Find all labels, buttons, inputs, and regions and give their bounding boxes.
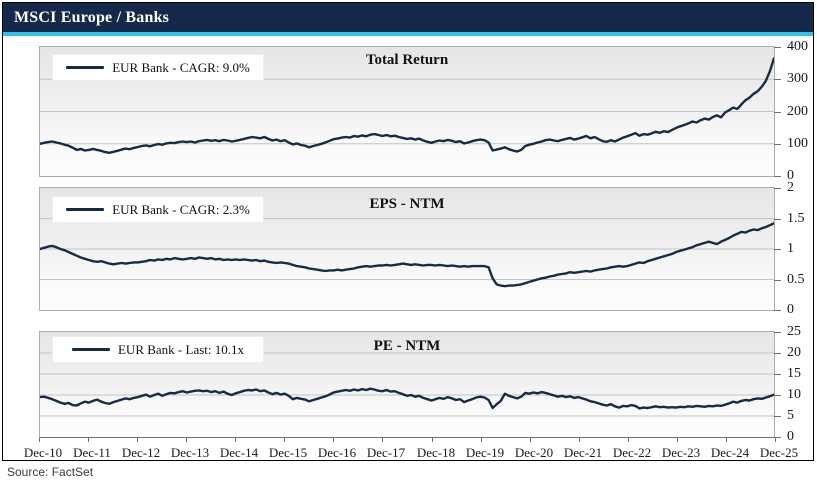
y-axis-label: 5 [787,408,794,423]
y-axis-tick [774,332,781,333]
x-axis-tick [726,438,727,442]
y-axis-tick [774,47,781,48]
x-axis-label: Dec-10 [23,445,63,460]
y-axis-label: 0 [787,168,794,183]
x-axis-label: Dec-21 [563,445,603,460]
y-axis-label: 200 [787,104,808,119]
x-axis-tick [333,438,334,442]
y-axis-tick [774,144,781,145]
chart-title-total-return: Total Return [365,52,449,68]
legend-label-total-return: EUR Bank - CAGR: 9.0% [112,59,250,75]
x-axis-tick [677,438,678,442]
page-title: MSCI Europe / Banks [14,9,170,26]
y-axis-label: 0 [787,302,794,317]
x-axis-label: Dec-13 [170,445,210,460]
x-axis-tick [235,438,236,442]
title-bar: MSCI Europe / Banks [3,3,813,32]
y-axis-tick [774,176,781,177]
legend-label-pe-ntm: EUR Bank - Last: 10.1x [117,341,244,357]
y-axis-tick [774,219,781,220]
accent-stripe [3,32,813,36]
x-axis-tick [382,438,383,442]
x-axis-label: Dec-19 [465,445,505,460]
y-axis-tick [774,353,781,354]
legend-pe-ntm: EUR Bank - Last: 10.1x [53,337,263,362]
x-axis-label: Dec-24 [710,445,750,460]
x-axis-label: Dec-23 [661,445,701,460]
y-axis-tick [774,416,781,417]
y-axis-label: 0.5 [787,272,805,287]
x-axis-tick [432,438,433,442]
legend-total-return: EUR Bank - CAGR: 9.0% [53,55,263,80]
series-line-sample-icon [66,66,105,69]
x-axis-tick [39,438,40,442]
y-axis-label: 100 [787,136,808,151]
series-line-sample-icon [66,208,105,211]
legend-label-eps-ntm: EUR Bank - CAGR: 2.3% [112,201,250,217]
x-axis-tick [628,438,629,442]
source-note: Source: FactSet [7,465,94,479]
y-axis-tick [774,310,781,311]
x-axis-label: Dec-22 [612,445,652,460]
series-line-eur-bank [40,222,774,288]
x-axis-tick [530,438,531,442]
chart-title-eps-ntm: EPS - NTM [369,196,445,212]
chart-frame: MSCI Europe / Banks Total Return EUR Ban… [2,2,814,461]
chart-title-pe-ntm: PE - NTM [373,338,441,354]
x-axis-label: Dec-20 [514,445,554,460]
x-axis-tick [579,438,580,442]
x-axis-label: Dec-16 [317,445,357,460]
y-axis-tick [774,395,781,396]
x-axis-label: Dec-18 [416,445,456,460]
y-axis-label: 1.5 [787,211,805,226]
y-axis-label: 2 [787,180,794,195]
y-axis-label: 20 [787,345,801,360]
x-axis-label: Dec-15 [268,445,308,460]
x-axis-tick [186,438,187,442]
y-axis-tick [774,112,781,113]
x-axis-label: Dec-17 [366,445,406,460]
y-axis-tick [774,437,781,438]
legend-eps-ntm: EUR Bank - CAGR: 2.3% [53,197,263,222]
x-axis-tick [137,438,138,442]
y-axis-label: 0 [787,429,794,444]
x-axis-label: Dec-14 [219,445,259,460]
x-axis-label: Dec-12 [121,445,161,460]
y-axis-tick [774,79,781,80]
y-axis-label: 25 [787,324,801,339]
x-axis-tick [481,438,482,442]
y-axis-label: 15 [787,366,801,381]
series-svg-2 [40,352,774,417]
series-line-eur-bank [40,387,774,410]
x-axis-tick [284,438,285,442]
x-axis-tick [775,438,776,442]
x-axis-label: Dec-25 [759,445,799,460]
y-axis-tick [774,280,781,281]
y-axis-label: 300 [787,71,808,86]
y-axis-tick [774,374,781,375]
x-axis-label: Dec-11 [73,445,111,460]
series-line-sample-icon [71,348,110,351]
series-line-eur-bank [40,57,774,155]
y-axis-label: 400 [787,39,808,54]
y-axis-tick [774,188,781,189]
y-axis-label: 10 [787,387,801,402]
y-axis-label: 1 [787,241,794,256]
y-axis-tick [774,249,781,250]
x-axis-tick [88,438,89,442]
